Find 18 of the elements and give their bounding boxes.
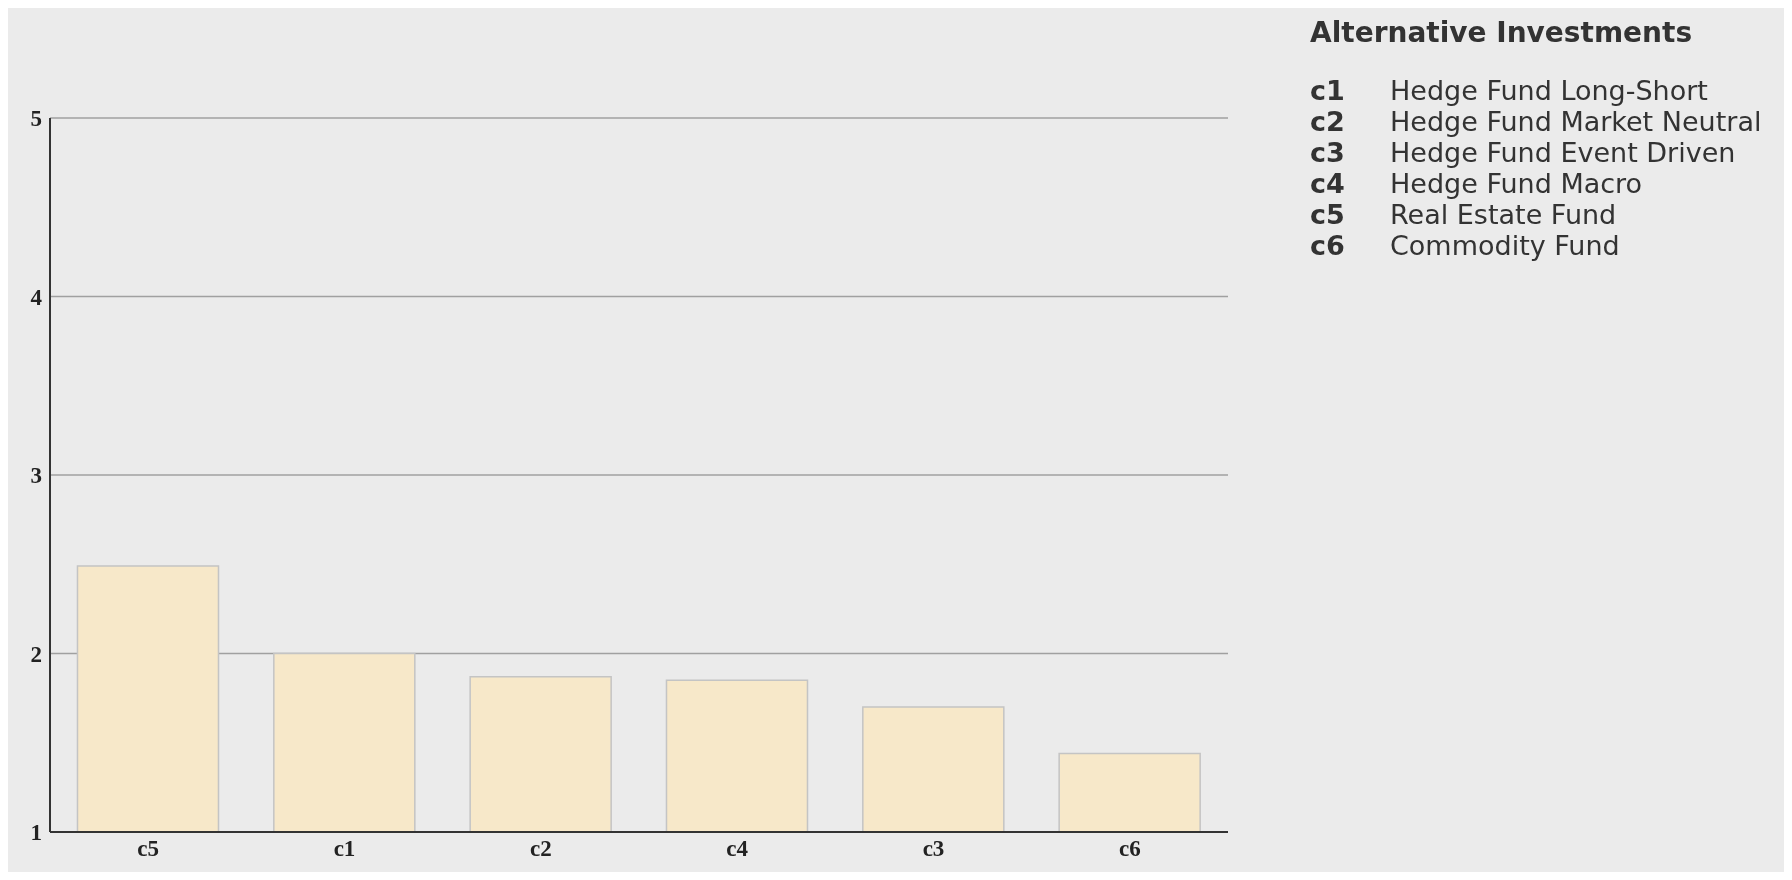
y-tick-label: 4 [30,284,43,310]
y-tick-label: 2 [30,641,42,667]
text: c3 Hedge Fund Event Driven [1310,137,1736,168]
x-tick-label: c2 [529,836,552,862]
x-tick-label: c4 [726,836,749,862]
text: c6 Commodity Fund [1310,230,1620,261]
x-tick-label: c5 [137,836,160,862]
x-tick-label: c1 [333,836,356,862]
text: Alternative Investments [1310,16,1694,49]
text: c4 Hedge Fund Macro [1310,168,1643,199]
y-tick-label: 5 [30,106,42,132]
text: c5 Real Estate Fund [1310,199,1617,230]
x-tick-label: c6 [1118,836,1141,862]
text: c1 Hedge Fund Long-Short [1310,75,1708,106]
x-tick-label: c3 [922,836,945,862]
text: c2 Hedge Fund Market Neutral [1310,106,1762,137]
y-tick-label: 1 [30,820,42,846]
y-tick-label: 3 [30,463,42,489]
